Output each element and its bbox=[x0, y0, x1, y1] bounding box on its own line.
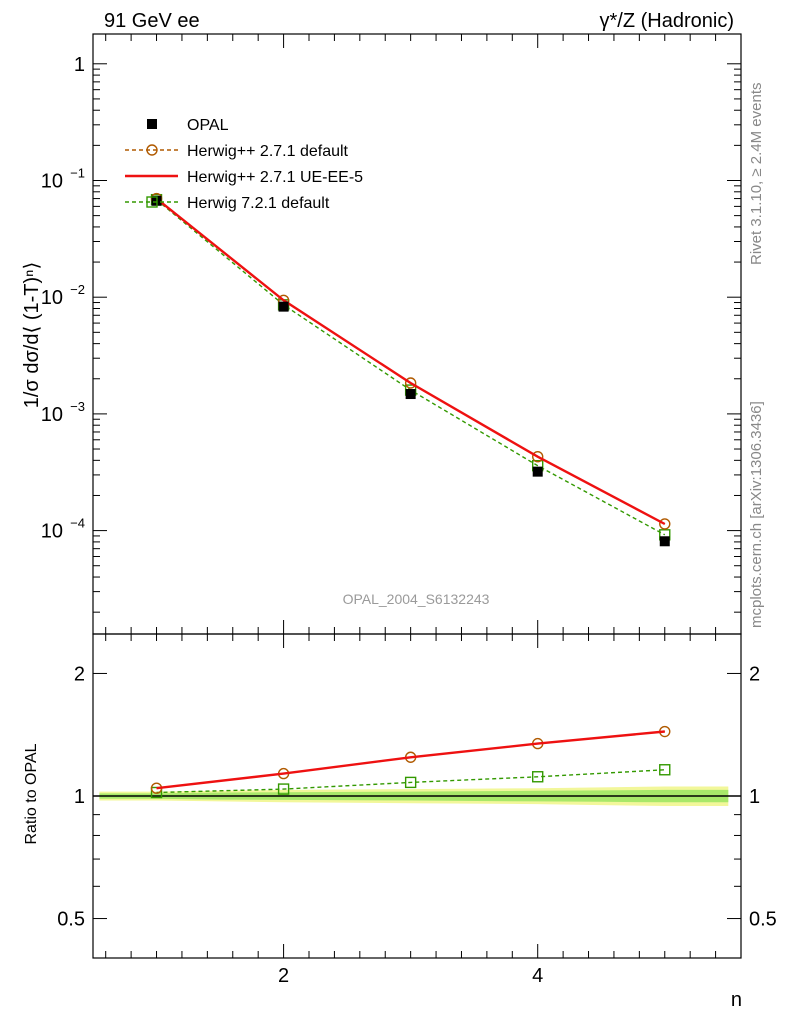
main-filled-square-point bbox=[659, 536, 670, 547]
main-filled-square-point bbox=[405, 389, 416, 400]
legend-marker bbox=[146, 144, 158, 156]
mcplots-label: mcplots.cern.ch [arXiv:1306.3436] bbox=[748, 401, 765, 628]
ratio-y-tick-label: 1 bbox=[74, 786, 85, 808]
x-tick-label: 2 bbox=[278, 965, 289, 987]
x-axis-label: n bbox=[731, 989, 742, 1011]
main-dashed-open-circle-point bbox=[404, 377, 417, 389]
main-y-tick-exponent: −1 bbox=[70, 165, 85, 180]
legend-entry-label: Herwig 7.2.1 default bbox=[187, 195, 330, 212]
ratio-dashed-open-square-point bbox=[659, 764, 671, 776]
main-y-axis-label: 1/σ dσ/d⟨ (1-T)ⁿ⟩ bbox=[21, 262, 43, 409]
ratio-solid-line-line bbox=[156, 730, 665, 790]
legend: OPAL Herwig++ 2.7.1 default Herwig++ 2.7.1… bbox=[125, 117, 363, 212]
main-y-tick-label: 10 bbox=[41, 287, 63, 309]
legend-marker bbox=[146, 196, 158, 208]
ratio-y-tick-label-right: 2 bbox=[749, 663, 760, 685]
main-dashed-open-circle-point bbox=[532, 450, 544, 463]
legend-entry-label: Herwig++ 2.7.1 UE-EE-5 bbox=[187, 169, 363, 186]
ratio-panel: 0.5 0.5 1 1 2 2 2 4 bbox=[57, 633, 777, 987]
main-y-tick-exponent: −3 bbox=[70, 399, 85, 414]
x-tick-label: 4 bbox=[532, 965, 543, 987]
main-solid-line-line bbox=[155, 197, 666, 526]
ratio-y-tick-label-right: 1 bbox=[749, 786, 760, 808]
ratio-dashed-open-square-point bbox=[532, 771, 544, 783]
main-y-tick-label: 10 bbox=[41, 521, 63, 543]
analysis-watermark: OPAL_2004_S6132243 bbox=[343, 591, 490, 607]
main-y-tick-label: 10 bbox=[41, 170, 63, 192]
rivet-label: Rivet 3.1.10, ≥ 2.4M events bbox=[748, 83, 765, 266]
ratio-y-tick-label-right: 0.5 bbox=[749, 909, 777, 931]
header-left-label: 91 GeV ee bbox=[104, 10, 200, 32]
main-y-tick-label: 10 bbox=[41, 404, 63, 426]
main-y-tick-label: 1 bbox=[74, 54, 85, 76]
header-right-label: γ*/Z (Hadronic) bbox=[600, 10, 734, 32]
main-series-layer bbox=[150, 192, 671, 547]
ratio-dashed-open-square-point bbox=[404, 776, 417, 789]
main-dashed-open-circle-point bbox=[659, 518, 671, 530]
ratio-y-axis-label: Ratio to OPAL bbox=[23, 743, 40, 844]
legend-entry-label: OPAL bbox=[187, 117, 229, 134]
main-y-tick-exponent: −2 bbox=[70, 282, 85, 297]
main-filled-square-point bbox=[532, 466, 543, 477]
legend-entry-label: Herwig++ 2.7.1 default bbox=[187, 143, 349, 160]
main-y-tick-exponent: −4 bbox=[70, 516, 85, 531]
ratio-dashed-open-square-line bbox=[156, 769, 665, 794]
ratio-series-layer bbox=[150, 725, 671, 799]
main-filled-square-point bbox=[278, 301, 289, 312]
ratio-dashed-open-square-point bbox=[277, 783, 290, 795]
main-dashed-open-circle-line bbox=[156, 198, 666, 525]
legend-marker bbox=[147, 119, 157, 129]
ratio-y-tick-label: 2 bbox=[74, 663, 85, 685]
main-panel: 1 10 −1 10 −2 10 −3 10 −4 bbox=[41, 33, 742, 635]
ratio-y-tick-label: 0.5 bbox=[57, 909, 85, 931]
